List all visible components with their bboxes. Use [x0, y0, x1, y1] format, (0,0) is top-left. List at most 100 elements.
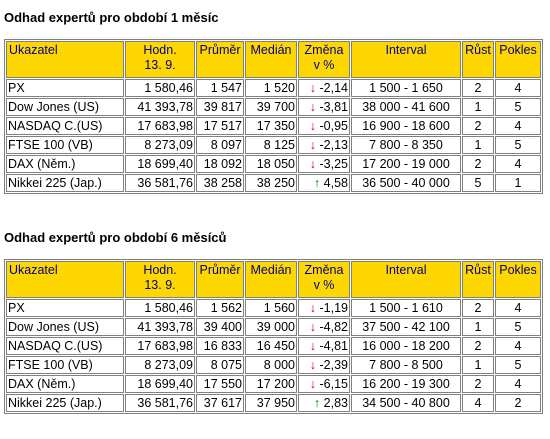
rise-count: 2	[462, 337, 494, 355]
forecast-1-month-section: Odhad expertů pro období 1 měsíc Ukazate…	[4, 10, 543, 194]
index-name: Nikkei 225 (Jap.)	[6, 394, 124, 412]
arrow-down-icon: ↓	[309, 377, 317, 391]
header-zmena-line2: v %	[313, 278, 335, 292]
table-body: PX 1 580,46 1 547 1 520 ↓ -2,14 1 500 - …	[6, 79, 541, 192]
median-value: 8 000	[245, 356, 297, 374]
index-name: FTSE 100 (VB)	[6, 136, 124, 154]
table-row: Nikkei 225 (Jap.) 36 581,76 38 258 38 25…	[6, 174, 541, 192]
interval-value: 34 500 - 40 800	[351, 394, 461, 412]
interval-value: 7 800 - 8 350	[351, 136, 461, 154]
arrow-down-icon: ↓	[309, 320, 317, 334]
header-prumer: Průměr	[196, 41, 244, 78]
change-cell: ↓ -4,81	[298, 337, 350, 355]
current-value: 18 699,40	[125, 155, 195, 173]
index-name: DAX (Něm.)	[6, 375, 124, 393]
rise-count: 5	[462, 174, 494, 192]
average-value: 39 400	[196, 318, 244, 336]
rise-count: 2	[462, 299, 494, 317]
rise-count: 1	[462, 318, 494, 336]
rise-count: 1	[462, 356, 494, 374]
header-hodnota: Hodn. 13. 9.	[125, 41, 195, 78]
interval-value: 36 500 - 40 000	[351, 174, 461, 192]
header-interval: Interval	[351, 41, 461, 78]
change-cell: ↑ 2,83	[298, 394, 350, 412]
fall-count: 5	[495, 136, 541, 154]
average-value: 38 258	[196, 174, 244, 192]
current-value: 17 683,98	[125, 337, 195, 355]
interval-value: 7 800 - 8 500	[351, 356, 461, 374]
change-percent: -4,82	[319, 320, 349, 334]
arrow-down-icon: ↓	[309, 339, 317, 353]
header-hodnota-line1: Hodn.	[143, 43, 177, 57]
change-cell: ↓ -2,13	[298, 136, 350, 154]
median-value: 39 700	[245, 98, 297, 116]
rise-count: 1	[462, 136, 494, 154]
header-hodnota-line2: 13. 9.	[144, 278, 176, 292]
index-name: DAX (Něm.)	[6, 155, 124, 173]
current-value: 36 581,76	[125, 394, 195, 412]
table-row: DAX (Něm.) 18 699,40 17 550 17 200 ↓ -6,…	[6, 375, 541, 393]
interval-value: 38 000 - 41 600	[351, 98, 461, 116]
section-title: Odhad expertů pro období 6 měsíců	[4, 230, 227, 245]
change-percent: -2,14	[319, 81, 349, 95]
change-cell: ↓ -2,14	[298, 79, 350, 97]
forecast-table: Ukazatel Hodn. 13. 9. Průměr Medián Změna…	[4, 259, 543, 414]
change-percent: -3,25	[319, 157, 349, 171]
fall-count: 5	[495, 98, 541, 116]
current-value: 8 273,09	[125, 136, 195, 154]
fall-count: 2	[495, 394, 541, 412]
arrow-down-icon: ↓	[309, 81, 317, 95]
table-row: NASDAQ C.(US) 17 683,98 17 517 17 350 ↓ …	[6, 117, 541, 135]
header-rust: Růst	[462, 261, 494, 298]
table-body: PX 1 580,46 1 562 1 560 ↓ -1,19 1 500 - …	[6, 299, 541, 412]
median-value: 1 520	[245, 79, 297, 97]
header-interval: Interval	[351, 261, 461, 298]
current-value: 17 683,98	[125, 117, 195, 135]
change-percent: -2,13	[319, 138, 349, 152]
median-value: 17 200	[245, 375, 297, 393]
index-name: Dow Jones (US)	[6, 318, 124, 336]
index-name: NASDAQ C.(US)	[6, 337, 124, 355]
arrow-up-icon: ↑	[313, 176, 321, 190]
current-value: 1 580,46	[125, 79, 195, 97]
header-prumer: Průměr	[196, 261, 244, 298]
average-value: 16 833	[196, 337, 244, 355]
rise-count: 1	[462, 98, 494, 116]
average-value: 39 817	[196, 98, 244, 116]
fall-count: 4	[495, 337, 541, 355]
fall-count: 4	[495, 155, 541, 173]
table-row: NASDAQ C.(US) 17 683,98 16 833 16 450 ↓ …	[6, 337, 541, 355]
change-percent: -6,15	[319, 377, 349, 391]
interval-value: 37 500 - 42 100	[351, 318, 461, 336]
header-hodnota: Hodn. 13. 9.	[125, 261, 195, 298]
current-value: 41 393,78	[125, 318, 195, 336]
header-median: Medián	[245, 261, 297, 298]
index-name: PX	[6, 299, 124, 317]
change-cell: ↓ -4,82	[298, 318, 350, 336]
fall-count: 1	[495, 174, 541, 192]
rise-count: 2	[462, 117, 494, 135]
median-value: 38 250	[245, 174, 297, 192]
fall-count: 5	[495, 318, 541, 336]
arrow-down-icon: ↓	[309, 301, 317, 315]
header-zmena-line1: Změna	[304, 43, 344, 57]
change-percent: -4,81	[319, 339, 349, 353]
rise-count: 2	[462, 79, 494, 97]
forecast-table: Ukazatel Hodn. 13. 9. Průměr Medián Změna…	[4, 39, 543, 194]
average-value: 18 092	[196, 155, 244, 173]
fall-count: 4	[495, 117, 541, 135]
arrow-down-icon: ↓	[309, 100, 317, 114]
section-title: Odhad expertů pro období 1 měsíc	[4, 10, 219, 25]
median-value: 39 000	[245, 318, 297, 336]
forecast-6-months-section: Odhad expertů pro období 6 měsíců Ukazat…	[4, 230, 543, 414]
median-value: 37 950	[245, 394, 297, 412]
current-value: 18 699,40	[125, 375, 195, 393]
average-value: 37 617	[196, 394, 244, 412]
change-cell: ↓ -2,39	[298, 356, 350, 374]
average-value: 8 075	[196, 356, 244, 374]
median-value: 1 560	[245, 299, 297, 317]
table-row: FTSE 100 (VB) 8 273,09 8 075 8 000 ↓ -2,…	[6, 356, 541, 374]
median-value: 8 125	[245, 136, 297, 154]
interval-value: 1 500 - 1 610	[351, 299, 461, 317]
table-row: FTSE 100 (VB) 8 273,09 8 097 8 125 ↓ -2,…	[6, 136, 541, 154]
